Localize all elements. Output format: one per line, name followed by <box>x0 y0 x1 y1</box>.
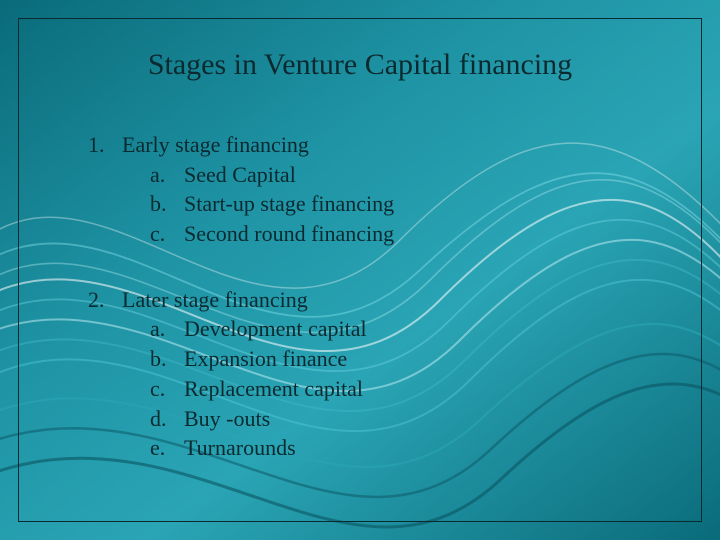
list-label: Early stage financing <box>122 130 309 160</box>
slide: Stages in Venture Capital financing 1. E… <box>0 0 720 540</box>
sub-list: a. Development capital b. Expansion fina… <box>88 314 660 462</box>
slide-content: Stages in Venture Capital financing 1. E… <box>0 0 720 540</box>
sub-marker: c. <box>150 219 184 249</box>
sub-marker: d. <box>150 404 184 434</box>
list-item: 2. Later stage financing a. Development … <box>88 285 660 463</box>
sub-list-item: a. Development capital <box>150 314 660 344</box>
sub-marker: b. <box>150 344 184 374</box>
sub-marker: c. <box>150 374 184 404</box>
slide-title: Stages in Venture Capital financing <box>60 48 660 82</box>
sub-label: Buy -outs <box>184 404 270 434</box>
sub-list-item: a. Seed Capital <box>150 160 660 190</box>
sub-marker: a. <box>150 160 184 190</box>
sub-list-item: c. Second round financing <box>150 219 660 249</box>
sub-list-item: d. Buy -outs <box>150 404 660 434</box>
list-marker: 1. <box>88 130 122 160</box>
sub-label: Expansion finance <box>184 344 347 374</box>
list-item: 1. Early stage financing a. Seed Capital… <box>88 130 660 249</box>
sub-label: Development capital <box>184 314 367 344</box>
sub-list-item: e. Turnarounds <box>150 433 660 463</box>
sub-label: Turnarounds <box>184 433 296 463</box>
sub-marker: e. <box>150 433 184 463</box>
sub-list-item: c. Replacement capital <box>150 374 660 404</box>
sub-marker: a. <box>150 314 184 344</box>
sub-marker: b. <box>150 189 184 219</box>
sub-list-item: b. Start-up stage financing <box>150 189 660 219</box>
sub-label: Replacement capital <box>184 374 363 404</box>
sub-list: a. Seed Capital b. Start-up stage financ… <box>88 160 660 249</box>
list-marker: 2. <box>88 285 122 315</box>
sub-label: Second round financing <box>184 219 394 249</box>
main-list: 1. Early stage financing a. Seed Capital… <box>60 130 660 463</box>
sub-label: Start-up stage financing <box>184 189 394 219</box>
sub-list-item: b. Expansion finance <box>150 344 660 374</box>
list-label: Later stage financing <box>122 285 308 315</box>
sub-label: Seed Capital <box>184 160 296 190</box>
